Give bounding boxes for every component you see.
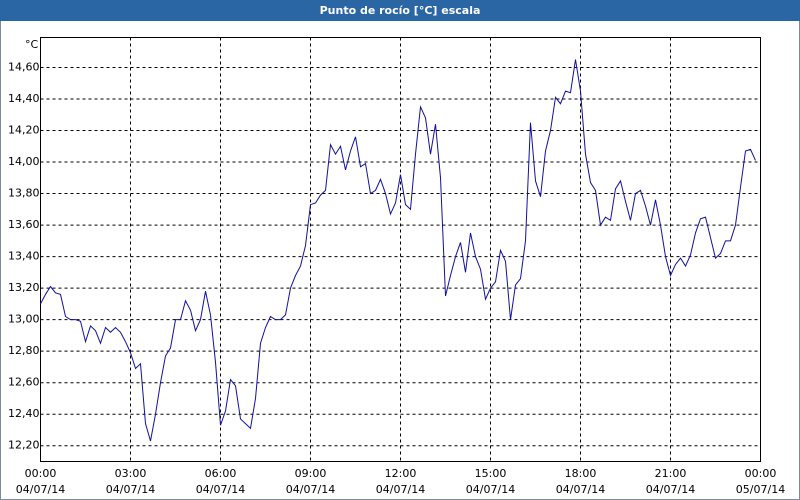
x-tick-date: 04/07/14 xyxy=(196,483,245,496)
x-tick-label: 12:00 xyxy=(385,467,417,480)
y-tick-label: 14,60 xyxy=(8,60,40,73)
y-tick-label: 12,40 xyxy=(8,407,40,420)
title-bar xyxy=(0,0,800,21)
x-tick-date: 04/07/14 xyxy=(16,483,65,496)
x-tick-date: 04/07/14 xyxy=(106,483,155,496)
x-tick-date: 04/07/14 xyxy=(646,483,695,496)
y-tick-label: 12,20 xyxy=(8,439,40,452)
x-tick-date: 04/07/14 xyxy=(376,483,425,496)
x-tick-date: 05/07/14 xyxy=(736,483,785,496)
y-tick-label: 13,00 xyxy=(8,313,40,326)
x-tick-date: 04/07/14 xyxy=(466,483,515,496)
y-tick-label: 12,80 xyxy=(8,344,40,357)
y-tick-label: 14,40 xyxy=(8,92,40,105)
x-tick-label: 18:00 xyxy=(565,467,597,480)
y-tick-label: 13,60 xyxy=(8,218,40,231)
y-tick-label: 13,20 xyxy=(8,281,40,294)
x-tick-label: 15:00 xyxy=(475,467,507,480)
y-axis-label: °C xyxy=(25,38,39,51)
x-tick-label: 00:00 xyxy=(745,467,777,480)
x-tick-label: 06:00 xyxy=(205,467,237,480)
x-tick-label: 21:00 xyxy=(655,467,687,480)
x-tick-label: 09:00 xyxy=(295,467,327,480)
data-line xyxy=(40,59,756,442)
chart-title: Punto de rocío [°C] escala xyxy=(320,4,481,17)
y-tick-label: 13,40 xyxy=(8,250,40,263)
y-tick-label: 14,20 xyxy=(8,123,40,136)
y-tick-label: 12,60 xyxy=(8,376,40,389)
x-tick-date: 04/07/14 xyxy=(286,483,335,496)
x-tick-label: 03:00 xyxy=(115,467,147,480)
x-tick-label: 00:00 xyxy=(25,467,57,480)
y-tick-label: 13,80 xyxy=(8,187,40,200)
x-tick-date: 04/07/14 xyxy=(556,483,605,496)
y-tick-label: 14,00 xyxy=(8,155,40,168)
